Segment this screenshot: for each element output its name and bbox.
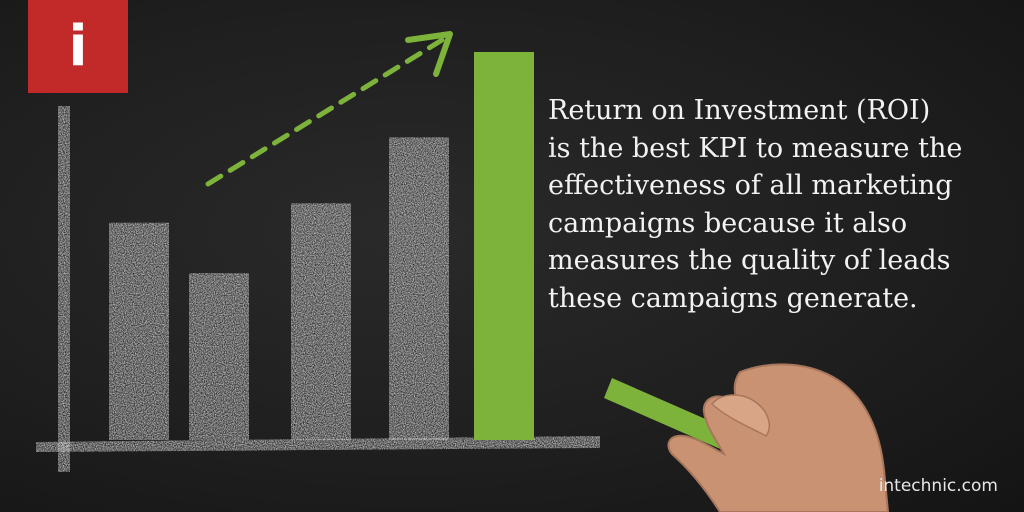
chalk-bar	[189, 273, 249, 440]
y-axis-line	[58, 106, 70, 472]
message-line: Return on Investment (ROI)	[548, 95, 931, 126]
arrowhead-icon	[405, 31, 453, 77]
x-axis-line	[36, 436, 600, 452]
chalk-bar	[389, 137, 449, 441]
thumb-icon	[710, 394, 771, 437]
chalk-bar	[109, 222, 169, 440]
roi-message: Return on Investment (ROI) is the best K…	[548, 92, 1008, 317]
message-line: measures the quality of leads	[548, 245, 951, 276]
highlight-bar	[474, 52, 534, 440]
message-line: campaigns because it also	[548, 207, 908, 239]
message-line: is the best KPI to measure the	[548, 132, 963, 164]
chart-axes	[36, 106, 600, 472]
chalk-bar	[291, 203, 351, 440]
info-badge: i	[28, 0, 128, 93]
trend-arrow-icon	[205, 37, 445, 187]
message-line: effectiveness of all marketing	[548, 170, 953, 201]
info-icon: i	[68, 13, 88, 79]
website-credit: intechnic.com	[878, 476, 998, 496]
message-line: these campaigns generate.	[548, 282, 918, 314]
